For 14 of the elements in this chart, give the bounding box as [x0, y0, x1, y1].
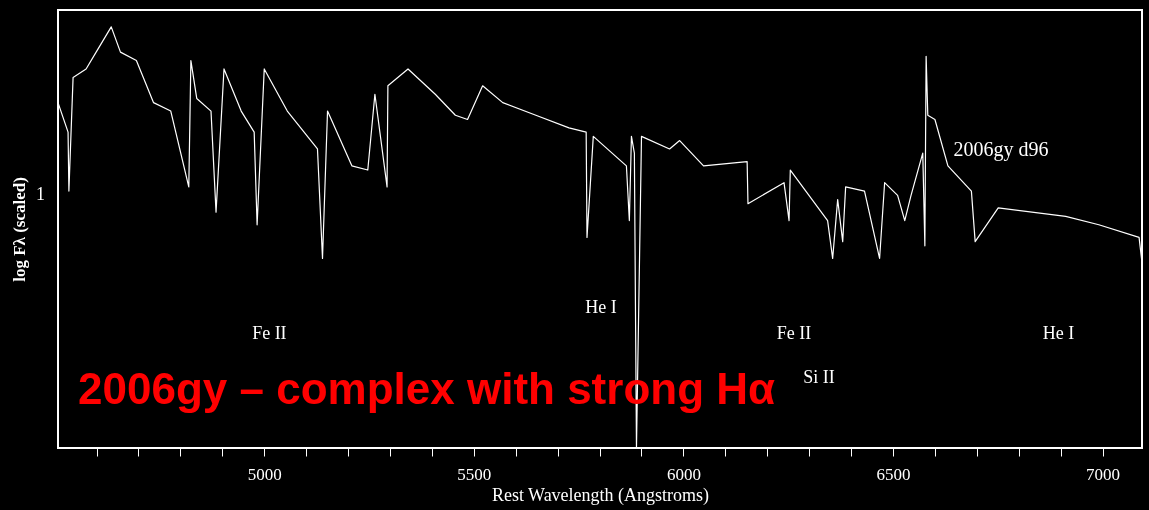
x-tick-label: 7000 — [1086, 464, 1121, 484]
x-axis-title: Rest Wavelength (Angstroms) — [491, 484, 710, 506]
text: 1 — [35, 184, 45, 205]
annotation: Fe II — [776, 323, 812, 344]
x-tick-label: 5500 — [457, 464, 492, 484]
x-tick-label: 5000 — [247, 464, 282, 484]
annotation: Si II — [803, 366, 835, 387]
x-tick-label: 6000 — [666, 464, 701, 484]
annotation: He I — [585, 296, 617, 317]
annotation: Fe II — [252, 323, 287, 344]
x-tick-label: 6500 — [876, 464, 911, 484]
y-axis-title: log Fλ (scaled) — [9, 177, 29, 282]
annotation: 2006gy d96 — [953, 138, 1049, 162]
annotation: He I — [1042, 323, 1075, 344]
